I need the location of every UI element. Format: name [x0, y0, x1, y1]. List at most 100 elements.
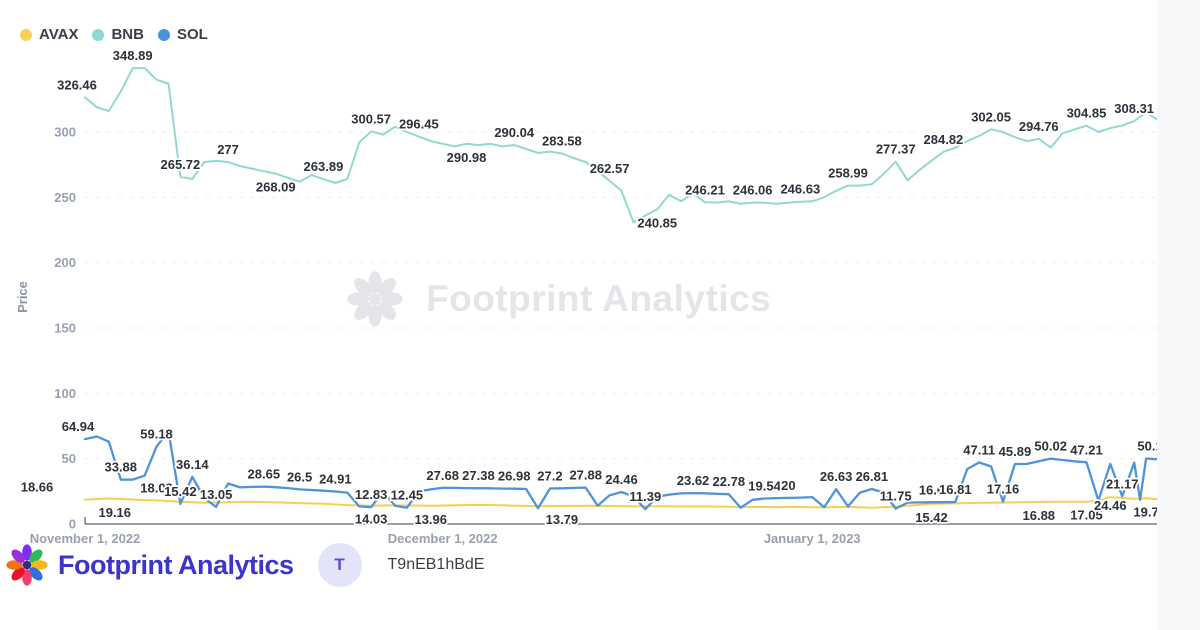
point-label-avax: 15.42	[915, 510, 948, 525]
point-label-sol: 11.75	[880, 489, 912, 504]
y-tick-label: 100	[54, 386, 76, 401]
point-label-avax: 18.66	[21, 480, 54, 495]
y-tick-label: 250	[54, 190, 76, 205]
point-label-sol: 19.54	[748, 478, 781, 493]
point-label-bnb: 265.72	[160, 157, 200, 172]
point-label-bnb: 268.09	[256, 180, 296, 195]
legend-item-sol[interactable]: SOL	[157, 26, 208, 43]
point-label-avax: 24.46	[1094, 498, 1127, 513]
point-label-bnb: 308.31	[1114, 101, 1154, 116]
point-label-avax: 16.88	[1023, 508, 1056, 523]
point-label-sol: 13.05	[200, 487, 233, 502]
point-label-sol: 59.18	[140, 427, 173, 442]
point-label-bnb: 294.76	[1019, 119, 1059, 134]
x-tick-label: January 1, 2023	[764, 531, 861, 546]
series-line-sol[interactable]	[83, 430, 1160, 511]
point-label-sol: 47.11	[963, 442, 995, 457]
point-label-bnb: 302.05	[971, 109, 1011, 124]
point-label-sol: 26.5	[287, 469, 312, 484]
legend-item-avax[interactable]: AVAX	[20, 26, 78, 43]
point-label-bnb: 246.21	[685, 182, 725, 197]
point-label-sol: 16.6	[919, 482, 944, 497]
point-label-bnb: 296.45	[399, 117, 439, 132]
right-margin-strip	[1157, 0, 1200, 630]
point-label-bnb: 263.89	[304, 159, 344, 174]
point-label-avax: 19.7	[1133, 504, 1158, 519]
point-label-sol: 20	[781, 478, 795, 493]
bnb-legend-dot-icon	[92, 28, 105, 41]
point-label-bnb: 258.99	[828, 166, 868, 181]
point-label-bnb: 246.06	[733, 182, 773, 197]
y-tick-label: 150	[54, 320, 76, 335]
footer: Footprint Analytics T T9nEB1hBdE	[4, 542, 484, 588]
point-label-sol: 21.17	[1106, 476, 1139, 491]
point-label-sol: 47.21	[1070, 442, 1103, 457]
legend-item-bnb[interactable]: BNB	[92, 26, 144, 43]
y-tick-label: 0	[69, 517, 76, 532]
point-label-sol: 24.46	[605, 472, 638, 487]
point-label-sol: 27.2	[537, 468, 562, 483]
point-label-sol: 15.42	[164, 484, 197, 499]
point-label-bnb: 283.58	[542, 133, 582, 148]
point-label-sol: 27.38	[462, 468, 495, 483]
x-tick-label: December 1, 2022	[388, 531, 498, 546]
series-line-avax[interactable]	[84, 496, 1159, 509]
point-label-sol: 12.45	[391, 488, 424, 503]
point-label-sol: 17.16	[987, 482, 1020, 497]
sol-legend-dot-icon	[157, 28, 170, 41]
legend-label-bnb: BNB	[111, 26, 144, 43]
brand-name: Footprint Analytics	[58, 549, 294, 580]
point-label-sol: 36.14	[176, 457, 209, 472]
point-label-avax: 13.96	[414, 512, 447, 527]
point-label-bnb: 277	[217, 142, 239, 157]
point-label-avax: 18.08	[140, 480, 173, 495]
footprint-logo-icon	[6, 544, 48, 586]
point-label-sol: 12.83	[355, 487, 388, 502]
legend-label-sol: SOL	[176, 26, 208, 43]
point-label-sol: 27.88	[569, 468, 602, 483]
point-label-bnb: 246.63	[780, 182, 820, 197]
point-label-sol: 64.94	[62, 419, 95, 434]
point-label-avax: 14.03	[355, 512, 388, 527]
y-axis-title: Price	[15, 281, 30, 313]
series-line-bnb[interactable]	[84, 67, 1159, 224]
point-label-avax: 17.05	[1070, 508, 1103, 523]
y-tick-label: 50	[62, 451, 76, 466]
point-label-avax: 13.79	[546, 512, 579, 527]
point-label-sol: 33.88	[104, 460, 137, 475]
point-label-bnb: 262.57	[590, 161, 630, 176]
watermark: Footprint Analytics	[344, 264, 771, 334]
point-label-bnb: 284.82	[924, 132, 964, 147]
point-label-sol: 23.62	[677, 473, 710, 488]
point-label-sol: 11.39	[629, 489, 661, 504]
chart-legend: AVAX BNB SOL	[20, 26, 208, 43]
point-label-sol: 27.68	[426, 468, 459, 483]
y-tick-label: 200	[54, 255, 76, 270]
point-label-bnb: 326.46	[57, 77, 97, 92]
point-label-bnb: 300.57	[351, 111, 391, 126]
point-label-bnb: 290.98	[447, 150, 487, 165]
point-label-avax: 19.16	[98, 505, 131, 520]
legend-label-avax: AVAX	[39, 26, 79, 43]
x-tick-label: November 1, 2022	[30, 531, 141, 546]
point-label-bnb: 304.85	[1067, 106, 1107, 121]
point-label-sol: 24.91	[319, 471, 352, 486]
point-label-sol: 45.89	[999, 444, 1032, 459]
point-label-bnb: 240.85	[637, 215, 677, 230]
point-label-sol: 26.81	[856, 469, 889, 484]
avatar-letter: T	[334, 555, 345, 574]
point-label-bnb: 277.37	[876, 142, 916, 157]
point-label-sol: 22.78	[713, 474, 746, 489]
username: T9nEB1hBdE	[387, 556, 485, 573]
point-label-sol: 28.65	[248, 467, 281, 482]
point-label-bnb: 290.04	[494, 125, 535, 140]
point-label-bnb: 348.89	[113, 48, 153, 63]
point-label-sol: 26.63	[820, 469, 853, 484]
point-label-sol: 50.02	[1034, 439, 1067, 454]
point-label-sol: 26.98	[498, 469, 531, 484]
avatar: T	[317, 543, 362, 587]
avax-legend-dot-icon	[20, 28, 32, 41]
watermark-text: Footprint Analytics	[426, 278, 772, 319]
